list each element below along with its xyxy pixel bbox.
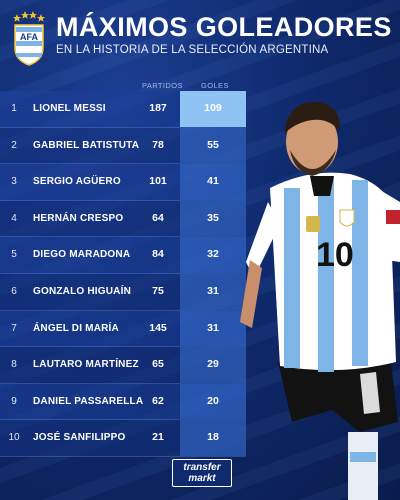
rank-cell: 10 [8,432,20,444]
table-row: 6 GONZALO HIGUAÍN 75 31 [0,273,246,311]
rank-cell: 6 [11,285,17,297]
table-row: 8 LAUTARO MARTÍNEZ 65 29 [0,347,246,384]
crest-text: AFA [20,32,39,42]
rank-cell: 4 [11,212,17,224]
matches-cell: 145 [149,321,167,334]
player-name-cell: DIEGO MARADONA [33,249,131,261]
player-name-cell: GONZALO HIGUAÍN [33,285,131,297]
logo-line-1: transfer [183,462,221,473]
goals-cell: 31 [180,273,246,310]
matches-cell: 187 [149,102,167,114]
rank-cell: 7 [11,322,17,334]
player-name-cell: ÁNGEL DI MARÍA [33,322,119,334]
table-row: 10 JOSÉ SANFILIPPO 21 18 [0,420,246,457]
goals-cell: 41 [180,164,246,200]
rank-cell: 8 [11,359,17,371]
player-name-cell: DANIEL PASSARELLA [33,395,144,407]
column-header-goles: GOLES [201,81,229,90]
table-row: 1 LIONEL MESSI 187 109 [0,91,246,128]
matches-cell: 65 [152,358,164,371]
goals-cell: 109 [180,91,246,127]
player-name-cell: GABRIEL BATISTUTA [33,139,140,151]
matches-cell: 64 [152,211,164,224]
matches-cell: 78 [152,138,164,151]
column-header-partidos: PARTIDOS [142,81,183,90]
transfermarkt-logo: transfer markt [172,459,232,487]
rank-cell: 3 [11,176,17,188]
goals-cell: 35 [180,200,246,237]
goals-cell: 18 [180,420,246,456]
table-row: 4 HERNÁN CRESPO 64 35 [0,200,246,238]
scorers-table: 1 LIONEL MESSI 187 109 2 GABRIEL BATISTU… [0,91,246,457]
matches-cell: 21 [152,431,164,444]
matches-cell: 84 [152,248,164,261]
table-row: 7 ÁNGEL DI MARÍA 145 31 [0,310,246,348]
player-name-cell: JOSÉ SANFILIPPO [33,432,126,444]
matches-cell: 75 [152,284,164,297]
goals-cell: 20 [180,383,246,420]
table-row: 3 SERGIO AGÜERO 101 41 [0,164,246,201]
player-illustration: 10 [240,101,400,500]
player-name-cell: LIONEL MESSI [33,103,106,114]
afa-crest-icon: AFA [13,11,45,66]
goals-cell: 31 [180,310,246,347]
rank-cell: 9 [11,395,17,407]
rank-cell: 1 [11,103,17,114]
table-row: 5 DIEGO MARADONA 84 32 [0,237,246,274]
rank-cell: 2 [11,139,17,151]
table-row: 9 DANIEL PASSARELLA 62 20 [0,383,246,421]
shirt-number: 10 [316,236,354,274]
goals-cell: 55 [180,127,246,164]
player-name-cell: SERGIO AGÜERO [33,176,121,188]
logo-line-2: markt [188,473,216,484]
matches-cell: 62 [152,394,164,407]
goals-cell: 29 [180,347,246,383]
goals-cell: 32 [180,237,246,273]
rank-cell: 5 [11,249,17,261]
player-name-cell: LAUTARO MARTÍNEZ [33,359,139,371]
table-row: 2 GABRIEL BATISTUTA 78 55 [0,127,246,165]
player-name-cell: HERNÁN CRESPO [33,212,124,224]
matches-cell: 101 [149,175,167,188]
page-title: MÁXIMOS GOLEADORES [56,12,392,42]
page-subtitle: EN LA HISTORIA DE LA SELECCIÓN ARGENTINA [56,44,329,56]
